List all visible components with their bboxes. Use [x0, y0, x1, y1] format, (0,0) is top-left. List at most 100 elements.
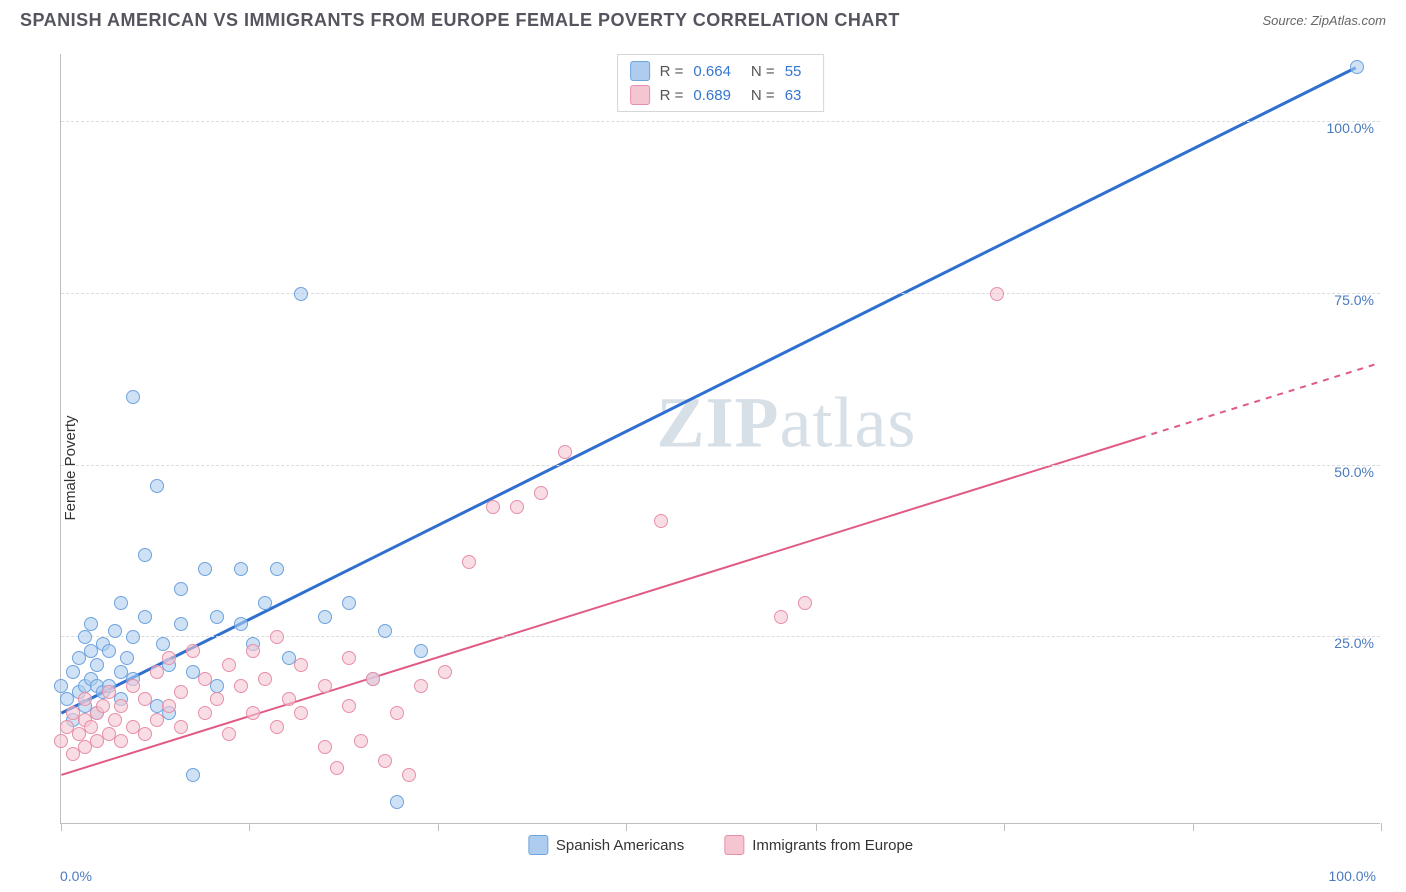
y-tick-label: 25.0% [1334, 635, 1374, 651]
scatter-point [654, 514, 668, 528]
x-tick [1193, 823, 1194, 831]
source-attribution: Source: ZipAtlas.com [1262, 13, 1386, 28]
scatter-point [150, 665, 164, 679]
scatter-point [558, 445, 572, 459]
scatter-point [318, 610, 332, 624]
legend-stats-row-1: R = 0.689 N = 63 [630, 83, 812, 107]
chart-title: SPANISH AMERICAN VS IMMIGRANTS FROM EURO… [20, 10, 900, 31]
scatter-point [222, 727, 236, 741]
x-tick [816, 823, 817, 831]
trend-lines [61, 54, 1380, 823]
scatter-point [198, 706, 212, 720]
scatter-point [120, 651, 134, 665]
scatter-point [96, 699, 110, 713]
x-tick [626, 823, 627, 831]
scatter-point [138, 548, 152, 562]
swatch-series-0 [630, 61, 650, 81]
legend-series: Spanish Americans Immigrants from Europe [528, 835, 913, 855]
swatch-bottom-0 [528, 835, 548, 855]
scatter-point [210, 610, 224, 624]
scatter-point [162, 699, 176, 713]
scatter-point [354, 734, 368, 748]
scatter-point [270, 562, 284, 576]
x-axis-max-label: 100.0% [1329, 868, 1376, 884]
scatter-point [294, 706, 308, 720]
scatter-point [78, 692, 92, 706]
scatter-point [54, 679, 68, 693]
x-tick [249, 823, 250, 831]
scatter-point [462, 555, 476, 569]
gridline [61, 636, 1380, 637]
scatter-point [66, 665, 80, 679]
scatter-point [486, 500, 500, 514]
scatter-point [294, 658, 308, 672]
scatter-point [162, 651, 176, 665]
scatter-point [318, 679, 332, 693]
scatter-point [210, 679, 224, 693]
watermark: ZIPatlas [656, 382, 916, 465]
scatter-point [186, 644, 200, 658]
scatter-point [78, 630, 92, 644]
r-value-0: 0.664 [693, 63, 731, 80]
scatter-point [990, 287, 1004, 301]
n-value-1: 63 [785, 87, 802, 104]
scatter-point [534, 486, 548, 500]
scatter-point [402, 768, 416, 782]
scatter-point [510, 500, 524, 514]
legend-item-0: Spanish Americans [528, 835, 684, 855]
scatter-point [414, 644, 428, 658]
x-tick [1381, 823, 1382, 831]
scatter-point [156, 637, 170, 651]
swatch-series-1 [630, 85, 650, 105]
scatter-point [330, 761, 344, 775]
scatter-point [174, 582, 188, 596]
scatter-point [318, 740, 332, 754]
scatter-point [114, 734, 128, 748]
scatter-point [54, 734, 68, 748]
scatter-point [198, 562, 212, 576]
scatter-point [234, 562, 248, 576]
scatter-point [258, 596, 272, 610]
scatter-point [84, 617, 98, 631]
legend-item-1: Immigrants from Europe [724, 835, 913, 855]
scatter-point [246, 706, 260, 720]
scatter-point [102, 685, 116, 699]
scatter-point [774, 610, 788, 624]
x-tick [438, 823, 439, 831]
scatter-point [222, 658, 236, 672]
y-tick-label: 75.0% [1334, 292, 1374, 308]
x-tick [1004, 823, 1005, 831]
gridline [61, 293, 1380, 294]
scatter-point [90, 658, 104, 672]
scatter-point [366, 672, 380, 686]
scatter-point [438, 665, 452, 679]
scatter-point [414, 679, 428, 693]
scatter-point [126, 390, 140, 404]
chart-wrap: Female Poverty ZIPatlas R = 0.664 N = 55… [0, 44, 1406, 892]
scatter-point [270, 720, 284, 734]
gridline [61, 121, 1380, 122]
scatter-point [378, 754, 392, 768]
scatter-point [138, 727, 152, 741]
scatter-point [174, 720, 188, 734]
scatter-point [186, 768, 200, 782]
scatter-point [234, 679, 248, 693]
plot-area: ZIPatlas R = 0.664 N = 55 R = 0.689 N = … [60, 54, 1380, 824]
x-axis-min-label: 0.0% [60, 868, 92, 884]
scatter-point [342, 596, 356, 610]
scatter-point [174, 617, 188, 631]
scatter-point [390, 706, 404, 720]
scatter-point [114, 699, 128, 713]
scatter-point [108, 713, 122, 727]
chart-container: SPANISH AMERICAN VS IMMIGRANTS FROM EURO… [0, 0, 1406, 892]
legend-stats: R = 0.664 N = 55 R = 0.689 N = 63 [617, 54, 825, 112]
scatter-point [108, 624, 122, 638]
scatter-point [126, 630, 140, 644]
scatter-point [1350, 60, 1364, 74]
scatter-point [342, 699, 356, 713]
scatter-point [150, 713, 164, 727]
scatter-point [210, 692, 224, 706]
scatter-point [378, 624, 392, 638]
scatter-point [270, 630, 284, 644]
legend-stats-row-0: R = 0.664 N = 55 [630, 59, 812, 83]
